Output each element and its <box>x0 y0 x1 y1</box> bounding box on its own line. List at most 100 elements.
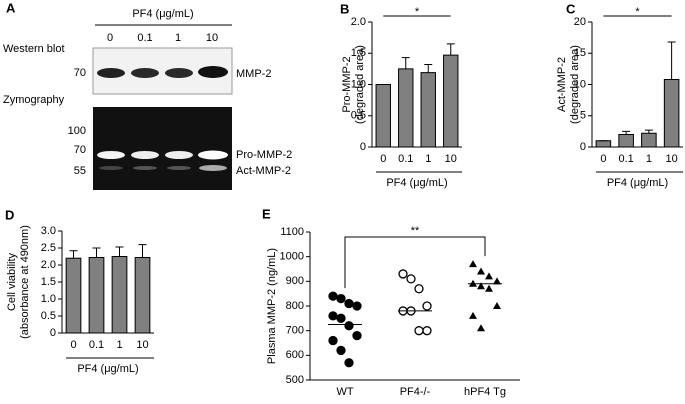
band <box>131 151 159 159</box>
bar <box>398 68 414 148</box>
zymogram <box>93 107 232 190</box>
point <box>352 301 362 311</box>
band-label: MMP-2 <box>236 68 271 80</box>
point <box>328 311 338 321</box>
y-axis-label: Cell viability <box>6 252 18 311</box>
y-tick-label: 800 <box>286 300 304 312</box>
y-tick-label: 0 <box>580 141 586 153</box>
dose-label: 10 <box>206 32 218 44</box>
dose-label: 0 <box>107 32 113 44</box>
significance-bracket <box>344 236 486 289</box>
y-tick-label: 1000 <box>280 251 304 263</box>
marker-label: 70 <box>74 144 86 156</box>
y-tick-label: 1.0 <box>351 78 366 90</box>
point <box>344 298 354 309</box>
x-tick-label: 10 <box>136 339 148 351</box>
point <box>477 282 485 290</box>
y-tick-label: 1.0 <box>41 293 56 305</box>
bar <box>595 140 612 148</box>
y-tick-label: 2.0 <box>41 259 56 271</box>
bar <box>65 257 82 334</box>
marker-label: 100 <box>68 125 86 137</box>
y-tick-label: 3.0 <box>41 225 56 237</box>
x-tick-label: 1 <box>116 339 122 351</box>
marker-label: 55 <box>74 165 86 177</box>
point <box>328 335 338 346</box>
point <box>414 284 424 294</box>
band-label: Act-MMP-2 <box>236 165 291 177</box>
bar <box>111 256 128 334</box>
y-tick-label: 700 <box>286 325 304 337</box>
x-tick-label: PF4-/- <box>400 386 431 398</box>
y-tick-label: 10 <box>574 78 586 90</box>
bar <box>134 257 151 334</box>
band <box>133 166 157 170</box>
band <box>131 68 159 78</box>
x-tick-label: 0.1 <box>89 339 104 351</box>
band-label: Pro-MMP-2 <box>236 149 292 161</box>
y-axis-label: (degraded area) <box>569 45 581 124</box>
y-tick-label: 600 <box>286 349 304 361</box>
bar <box>375 84 391 148</box>
point <box>485 284 493 292</box>
point <box>344 321 354 331</box>
point <box>336 313 346 323</box>
point <box>422 326 432 336</box>
point <box>485 272 493 280</box>
y-tick-label: 1.5 <box>351 47 366 59</box>
bar <box>618 134 634 148</box>
point <box>352 330 362 341</box>
y-axis-label: Act-MMP-2 <box>556 57 568 112</box>
y-axis-label: Pro-MMP-2 <box>341 56 353 112</box>
y-tick-label: 0 <box>360 141 366 153</box>
x-tick-label: 10 <box>445 153 457 165</box>
panel-label: C <box>566 1 576 16</box>
bar <box>420 72 436 148</box>
y-tick-label: 1.5 <box>41 276 56 288</box>
band <box>97 68 125 78</box>
y-axis-label: (absorbance at 490nm) <box>19 225 31 339</box>
band <box>198 150 228 160</box>
x-axis-label: PF4 (μg/mL) <box>607 177 668 189</box>
dose-label: 1 <box>175 32 181 44</box>
y-tick-label: 0.5 <box>351 110 366 122</box>
significance: * <box>415 6 420 18</box>
point <box>477 267 485 275</box>
x-tick-label: 1 <box>425 153 431 165</box>
x-tick-label: 10 <box>666 153 678 165</box>
x-tick-label: 0.1 <box>618 153 633 165</box>
marker-label: 70 <box>74 67 86 79</box>
zymo-title: Zymography <box>3 94 65 106</box>
point <box>406 274 416 284</box>
panel-label: A <box>6 0 16 15</box>
blot-title: Western blot <box>3 43 65 55</box>
y-tick-label: 20 <box>574 16 586 28</box>
y-tick-label: 2.0 <box>351 16 366 28</box>
panel-label: B <box>340 1 349 16</box>
x-tick-label: 0 <box>380 153 386 165</box>
y-axis-label: Plasma MMP-2 (ng/mL) <box>266 248 278 364</box>
y-tick-label: 15 <box>574 47 586 59</box>
y-tick-label: 5 <box>580 110 586 122</box>
bar <box>443 54 459 148</box>
point <box>414 326 424 336</box>
y-axis-label: (degraded area) <box>354 45 366 124</box>
bar <box>663 79 680 148</box>
band <box>198 66 228 78</box>
point <box>493 277 501 285</box>
bar <box>641 132 657 148</box>
y-tick-label: 0.5 <box>41 310 56 322</box>
bar <box>88 257 105 334</box>
point <box>398 269 408 279</box>
y-tick-label: 900 <box>286 275 304 287</box>
band <box>167 166 191 170</box>
point <box>422 301 432 311</box>
point <box>336 345 346 356</box>
x-axis-label: PF4 (μg/mL) <box>386 177 447 189</box>
band <box>199 165 227 171</box>
y-tick-label: 0 <box>50 327 56 339</box>
y-tick-label: 1100 <box>280 226 304 238</box>
band <box>165 68 193 78</box>
point <box>336 293 346 304</box>
point <box>493 302 501 309</box>
